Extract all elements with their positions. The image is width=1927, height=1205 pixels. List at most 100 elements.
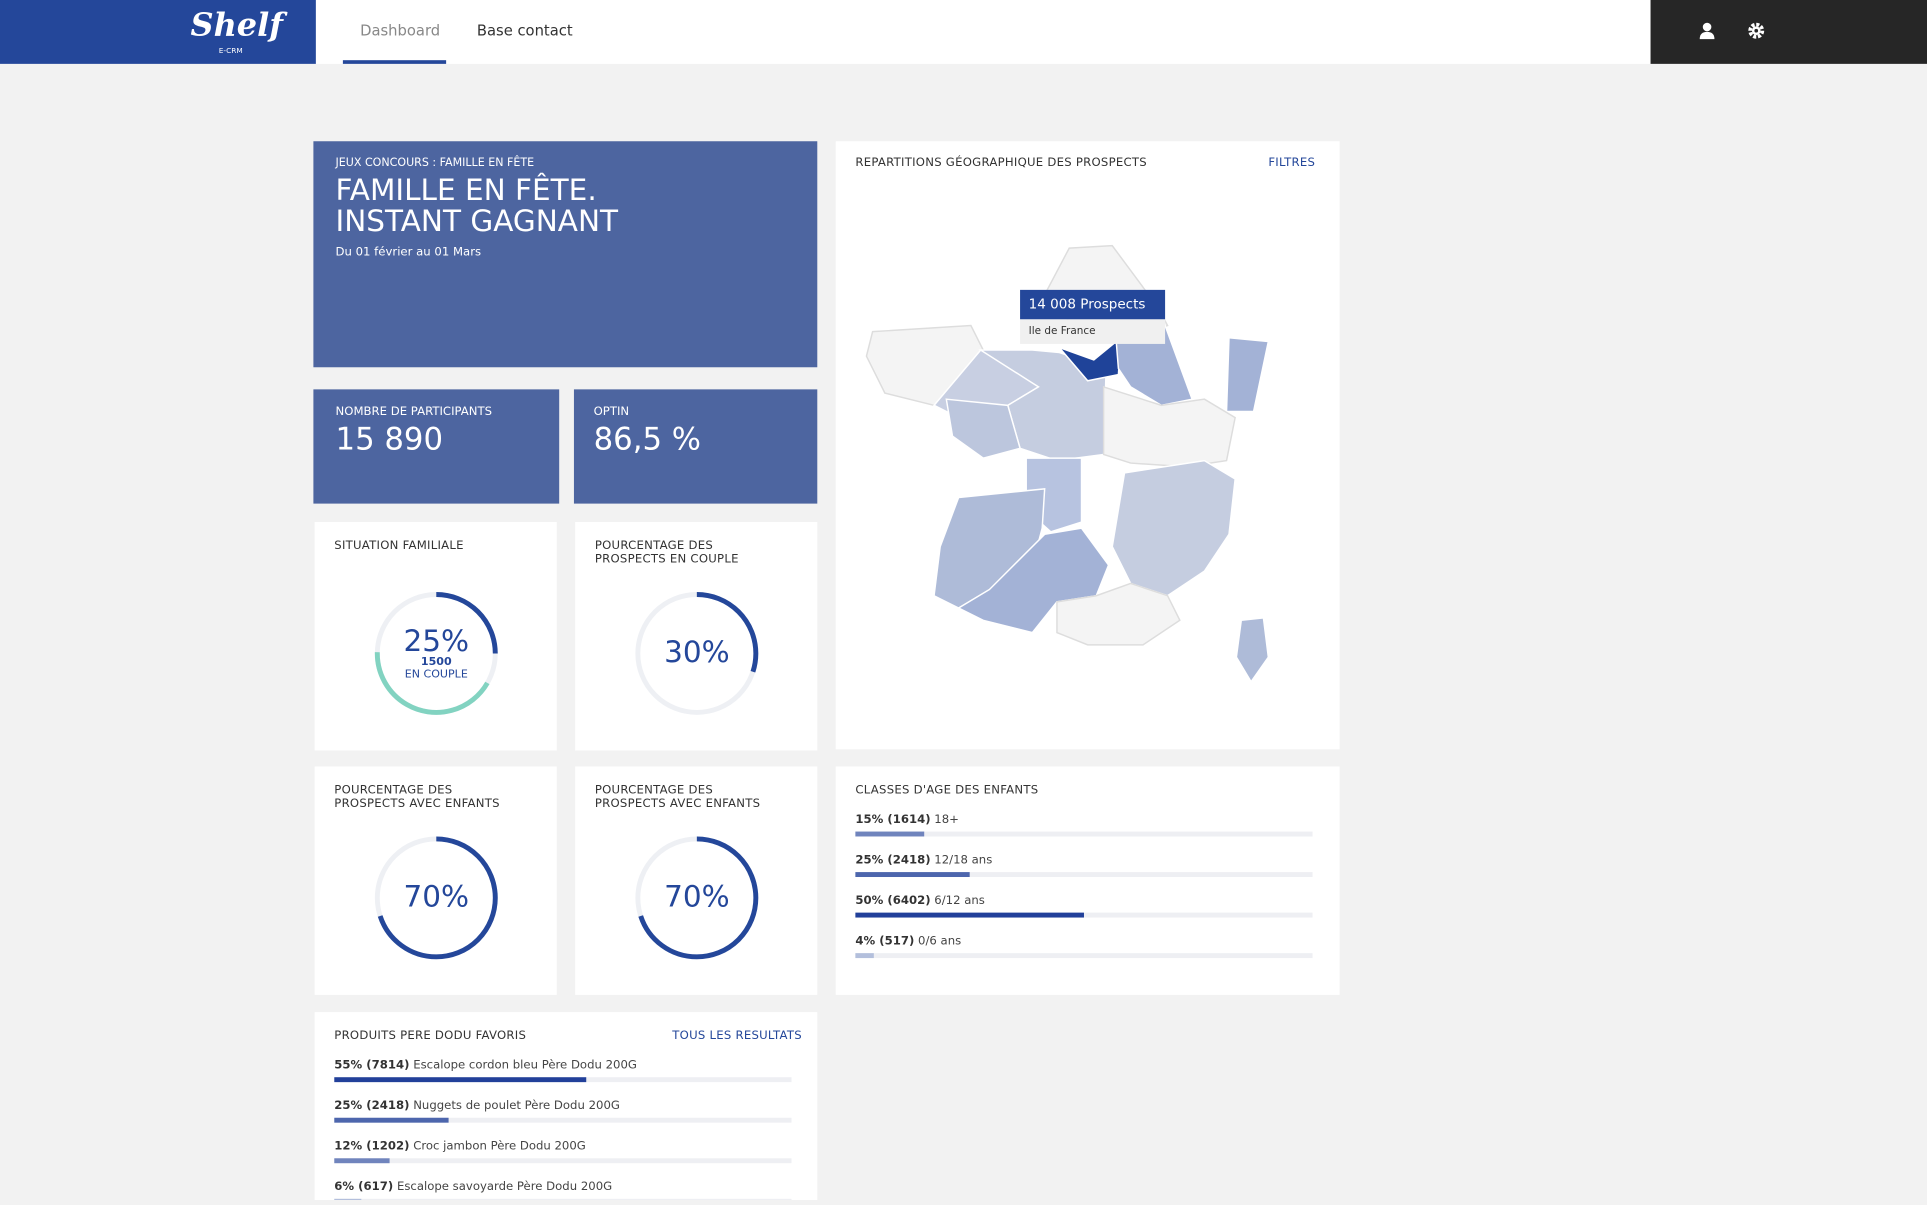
bar-value-label: 25% (2418) [855,853,931,868]
bar-track [855,831,1313,837]
donut-count: 1500 [421,655,452,668]
bar-name: Croc jambon Père Dodu 200G [413,1139,586,1154]
bar-row: 15% (1614) 18+ [855,813,1313,840]
donut-chart: 30% [635,592,759,715]
card-title: REPARTITIONS GÉOGRAPHIQUE DES PROSPECTS [855,155,1147,170]
bar-label: 12% (1202) Croc jambon Père Dodu 200G [334,1140,586,1154]
bar-value-label: 4% (517) [855,934,915,949]
bar-label: 50% (6402) 6/12 ans [855,894,984,908]
donut-percent: 30% [664,635,730,669]
bar-value-label: 55% (7814) [334,1058,410,1073]
results-link[interactable]: TOUS LES RESULTATS [672,1029,802,1043]
bar-row: 55% (7814) Escalope cordon bleu Père Dod… [334,1059,792,1086]
donut-chart: 70% [635,836,759,960]
bar-row: 12% (1202) Croc jambon Père Dodu 200G [334,1140,792,1167]
donut-card: SITUATION FAMILIALE 25% 1500 EN COUPLE [314,522,557,751]
card-title: PRODUITS PERE DODU FAVORIS [334,1029,527,1043]
map-card: REPARTITIONS GÉOGRAPHIQUE DES PROSPECTS … [835,141,1340,750]
donut-arc [374,836,498,960]
kpi-card: OPTIN 86,5 % [573,389,818,504]
title-line: PROSPECTS EN COUPLE [594,552,739,567]
user-icon[interactable] [1698,22,1715,40]
bar-label: 15% (1614) 18+ [855,813,959,827]
donut-arc [635,836,759,960]
bar-name: Escalope savoyarde Père Dodu 200G [396,1180,613,1194]
nav-tab[interactable]: Dashboard [360,22,441,40]
bar-value-label: 25% (2418) [334,1099,410,1113]
bar [334,1158,390,1164]
logo-block[interactable]: Shelf E-CRM [0,0,316,64]
donut-card: POURCENTAGE DES PROSPECTS AVEC ENFANTS 70% [575,766,818,995]
bar-label: 6% (617) Escalope savoyarde Père Dodu 20… [334,1180,612,1194]
bar-value-label: 6% (617) [334,1180,394,1194]
kpi-value: 86,5 % [593,421,701,457]
kpi-label: OPTIN [593,405,630,419]
top-bar [0,0,1927,64]
bar-track [334,1117,792,1123]
bar-track [855,912,1313,918]
donut-arc [635,592,759,715]
title-line: POURCENTAGE DES [594,539,714,553]
tooltip-region: Ile de France [1020,319,1166,344]
logo-sub: E-CRM [218,46,243,56]
title-line: PROSPECTS AVEC ENFANTS [334,797,500,811]
bar [334,1117,449,1123]
bar-row: 25% (2418) Nuggets de poulet Père Dodu 2… [334,1099,792,1126]
donut-sublabel: EN COUPLE [405,667,468,680]
card-title: SITUATION FAMILIALE [334,539,463,553]
bar-row: 50% (6402) 6/12 ans [855,894,1313,921]
bar [334,1077,586,1083]
filter-link[interactable]: FILTRES [1268,155,1316,170]
bar [855,831,924,837]
bar-track [855,953,1313,959]
bar-name: Nuggets de poulet Père Dodu 200G [413,1099,620,1113]
bar [855,953,874,959]
bar-name: 12/18 ans [934,853,993,868]
donut-chart: 70% [374,836,498,960]
settings-icon[interactable] [1748,22,1765,39]
donut-percent: 70% [664,879,730,913]
kpi-value: 15 890 [335,421,444,457]
title-line: POURCENTAGE DES [594,783,714,798]
bar-label: 25% (2418) Nuggets de poulet Père Dodu 2… [334,1099,620,1113]
card-title: POURCENTAGE DES PROSPECTS EN COUPLE [595,539,739,566]
donut-percent: 25% [404,624,470,658]
bar-name: 0/6 ans [918,934,962,949]
title-line: FAMILLE EN FÊTE. [335,173,597,208]
bar-row: 4% (517) 0/6 ans [855,935,1313,962]
card-title: CLASSES D'AGE DES ENFANTS [855,783,1039,798]
title-line: PROSPECTS AVEC ENFANTS [594,797,761,811]
kpi-label: NOMBRE DE PARTICIPANTS [335,405,493,419]
products-card: PRODUITS PERE DODU FAVORIS TOUS LES RESU… [314,1012,818,1201]
bar-value-label: 50% (6402) [855,894,931,908]
nav-tab[interactable]: Base contact [476,22,573,40]
bar-label: 55% (7814) Escalope cordon bleu Père Dod… [334,1059,637,1073]
age-card: CLASSES D'AGE DES ENFANTS 15% (1614) 18+… [835,766,1340,995]
bar-list: 55% (7814) Escalope cordon bleu Père Dod… [334,1059,792,1201]
campaign-dates: Du 01 février au 01 Mars [335,245,482,260]
bar [334,1198,362,1201]
title-line: POURCENTAGE DES [334,783,453,798]
active-tab-underline [342,60,447,64]
bar-name: 18+ [934,813,959,827]
user-bar [1650,0,1927,64]
logo: Shelf [190,7,284,45]
donut-arc [374,592,498,715]
bar-label: 4% (517) 0/6 ans [855,935,961,949]
bar-value-label: 15% (1614) [855,813,931,827]
kpi-card: NOMBRE DE PARTICIPANTS 15 890 [313,389,560,504]
donut-percent: 70% [404,879,470,913]
card-title: POURCENTAGE DES PROSPECTS AVEC ENFANTS [334,784,499,811]
tooltip-value: 14 008 Prospects [1020,289,1166,320]
title-line: INSTANT GAGNANT [335,203,619,239]
donut-card: POURCENTAGE DES PROSPECTS AVEC ENFANTS 70% [314,766,557,995]
france-map [865,244,1270,684]
bar-row: 6% (617) Escalope savoyarde Père Dodu 20… [334,1180,792,1201]
bar-value-label: 12% (1202) [334,1139,410,1154]
bar-track [334,1077,792,1083]
bar-track [334,1158,792,1164]
donut-card: POURCENTAGE DES PROSPECTS EN COUPLE 30% [575,522,818,751]
